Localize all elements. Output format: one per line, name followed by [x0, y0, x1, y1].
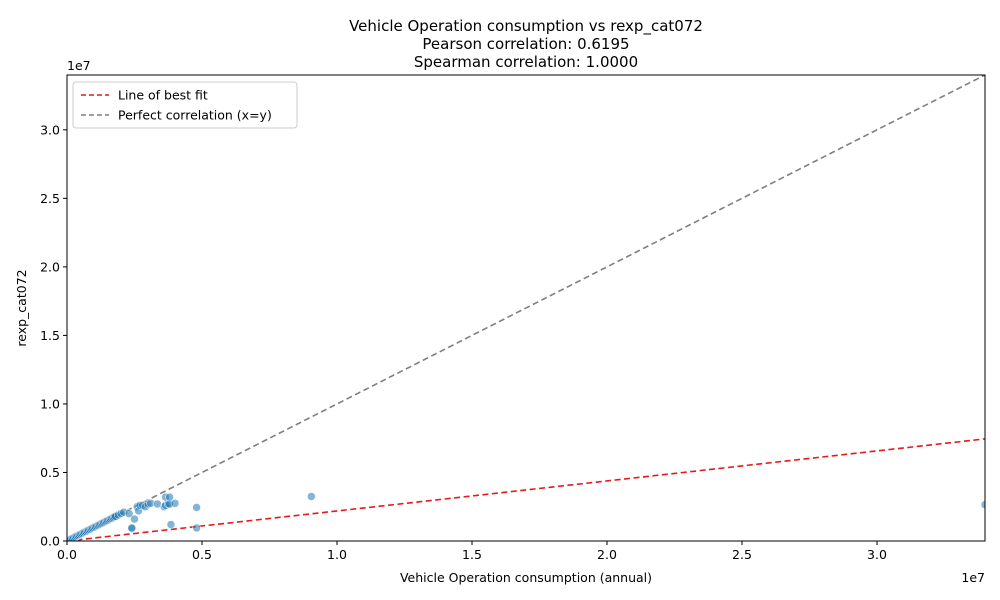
y-tick-label: 1.0	[40, 396, 60, 411]
x-tick-label: 0.0	[57, 547, 77, 562]
y-tick-label: 2.0	[40, 259, 60, 274]
y-axis-label: rexp_cat072	[14, 269, 29, 346]
best-fit-line	[67, 438, 985, 541]
data-point	[124, 509, 134, 518]
legend-box	[72, 81, 298, 129]
data-point	[166, 520, 176, 529]
y-tick-label: 1.5	[40, 328, 60, 343]
chart-title-line: Spearman correlation: 1.0000	[414, 53, 638, 71]
chart-title-line: Vehicle Operation consumption vs rexp_ca…	[349, 17, 703, 36]
x-axis: 0.0 0.5 1.0 1.5 2.0 2.5 3.0	[57, 541, 887, 562]
y-axis: 0.0 0.5 1.0 1.5 2.0 2.5 3.0	[40, 122, 67, 549]
legend-entry-best-fit: Line of best fit	[118, 88, 208, 103]
x-tick-label: 1.0	[327, 547, 347, 562]
x-tick-label: 2.5	[732, 547, 752, 562]
x-axis-label: Vehicle Operation consumption (annual)	[400, 570, 652, 585]
y-tick-label: 0.5	[40, 465, 60, 480]
y-axis-offset-label: 1e7	[67, 58, 91, 73]
y-tick-label: 0.0	[40, 534, 60, 549]
data-point	[192, 523, 201, 533]
x-axis-offset-label: 1e7	[961, 570, 985, 585]
scatter-points	[67, 492, 985, 541]
perfect-correlation-line	[67, 75, 985, 541]
x-tick-label: 2.0	[597, 547, 617, 562]
data-point	[165, 492, 174, 502]
legend: Line of best fit Perfect correlation (x=…	[72, 81, 298, 129]
y-tick-label: 2.5	[40, 191, 60, 206]
data-point	[127, 523, 137, 533]
data-point	[192, 503, 201, 512]
chart-title-line: Pearson correlation: 0.6195	[422, 35, 629, 53]
data-point	[980, 500, 985, 509]
y-tick-label: 3.0	[40, 122, 60, 137]
plot-frame	[66, 74, 986, 542]
x-tick-label: 0.5	[192, 547, 212, 562]
data-point	[170, 499, 180, 508]
series-lines	[67, 75, 985, 541]
legend-entry-perfect: Perfect correlation (x=y)	[118, 108, 272, 123]
x-tick-label: 1.5	[462, 547, 482, 562]
data-point	[130, 514, 139, 524]
data-point	[307, 492, 316, 501]
x-tick-label: 3.0	[867, 547, 887, 562]
chart-title: Vehicle Operation consumption vs rexp_ca…	[349, 17, 703, 71]
